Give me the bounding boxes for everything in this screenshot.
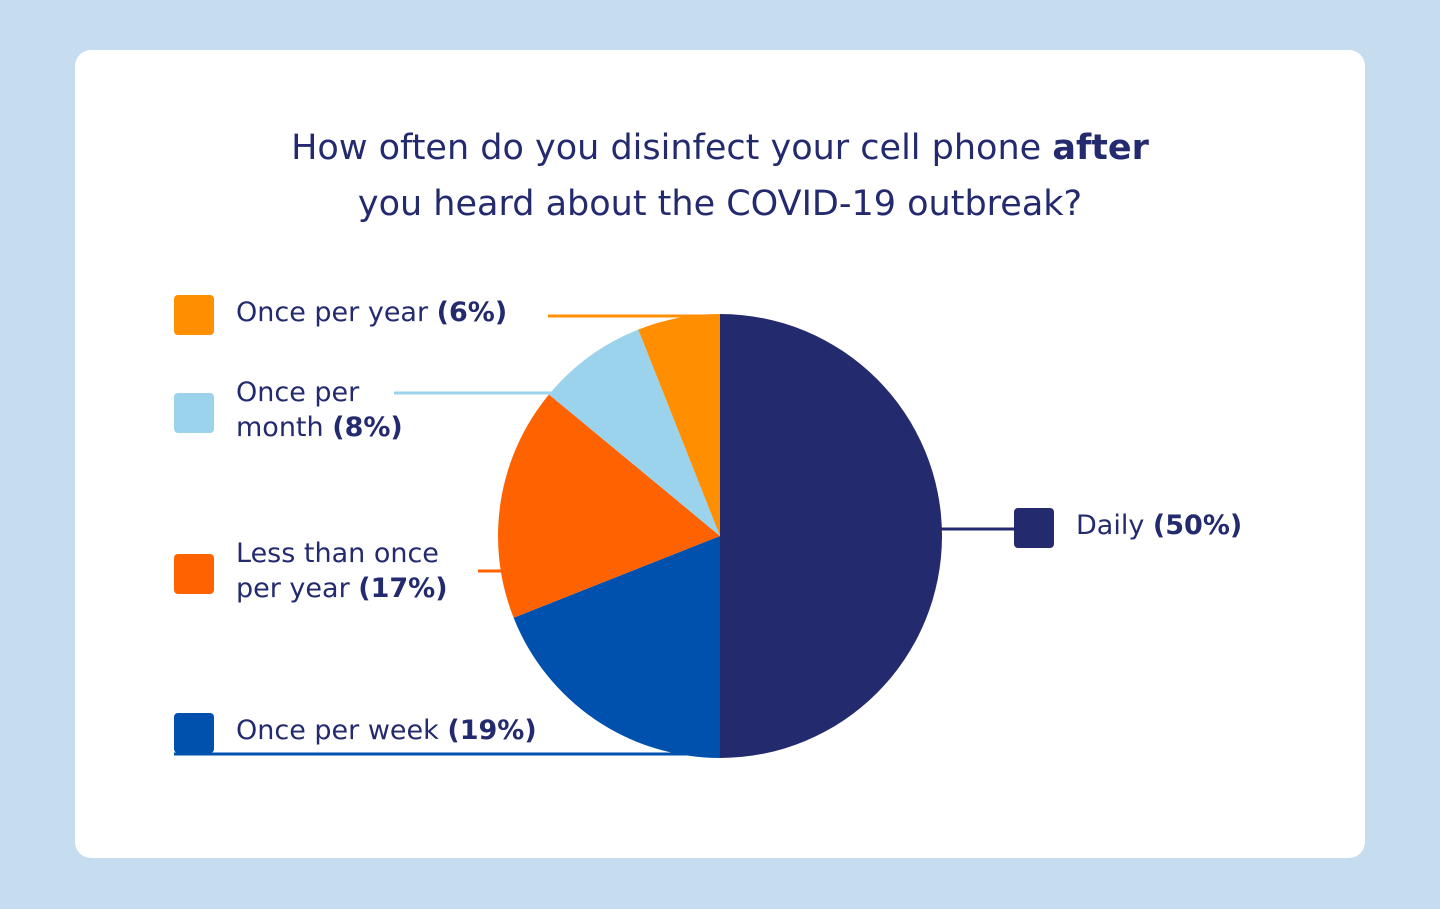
legend-swatch-daily [1014,508,1054,548]
legend-swatch-less-than-once-per-year [174,554,214,594]
legend-text: Daily [1076,510,1145,541]
pie-slice-once-per-month [548,329,720,536]
legend-text-line-1: Once per [236,377,360,408]
legend-label-once-per-week: Once per week (19%) [236,713,537,748]
legend-percent: (8%) [332,412,403,443]
legend-daily: Daily (50%) [1014,508,1242,548]
legend-swatch-once-per-month [174,393,214,433]
legend-less-than-once-per-year: Less than once per year (17%) [174,536,448,606]
title-line-2: you heard about the COVID-19 outbreak? [357,184,1083,224]
pie-slice-less-than-once-per-year [498,394,720,618]
legend-text-line-1: Less than once [236,538,439,569]
pie-slice-once-per-week [513,536,720,758]
pie-slice-once-per-year [638,314,720,536]
title-emphasis: after [1052,128,1149,168]
pie-slices [498,314,942,758]
legend-once-per-year: Once per year (6%) [174,295,507,335]
legend-swatch-once-per-week [174,713,214,753]
legend-label-once-per-year: Once per year (6%) [236,295,507,330]
legend-label-daily: Daily (50%) [1076,508,1242,543]
legend-label-once-per-month: Once per month (8%) [236,375,403,445]
legend-text: Once per week [236,715,439,746]
legend-percent: (19%) [447,715,537,746]
legend-once-per-month: Once per month (8%) [174,375,403,445]
legend-percent: (17%) [358,573,448,604]
legend-once-per-week: Once per week (19%) [174,713,537,753]
title-text: How often do you disinfect your cell pho… [291,128,1042,168]
legend-percent: (50%) [1152,510,1243,541]
legend-text-line-2: month [236,412,324,443]
pie-slice-daily [720,314,942,758]
legend-swatch-once-per-year [174,295,214,335]
legend-label-less-than-once-per-year: Less than once per year (17%) [236,536,448,606]
chart-title: How often do you disinfect your cell pho… [0,120,1440,232]
legend-percent: (6%) [436,297,508,328]
title-line-1: How often do you disinfect your cell pho… [0,120,1440,176]
legend-text: Once per year [236,297,429,328]
legend-text-line-2: per year [236,573,350,604]
